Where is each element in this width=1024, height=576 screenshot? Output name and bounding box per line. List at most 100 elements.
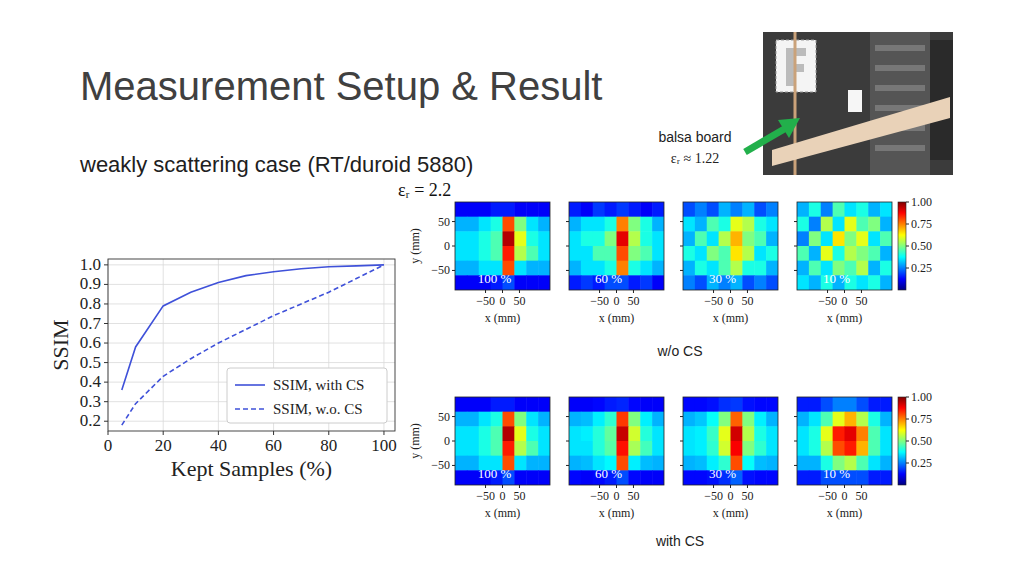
tick-label: 50 — [855, 489, 867, 503]
heat-cell — [821, 231, 833, 246]
heat-cell — [569, 246, 581, 261]
heat-cell — [833, 246, 845, 261]
heat-cell — [880, 231, 892, 246]
heat-cell — [797, 412, 809, 427]
heat-cell — [754, 275, 766, 290]
heat-cell — [833, 441, 845, 456]
heat-cell — [821, 246, 833, 261]
heat-cell — [617, 231, 629, 246]
tick — [566, 270, 569, 271]
tick — [104, 264, 108, 265]
heat-cell — [809, 441, 821, 456]
heat-cell — [833, 202, 845, 217]
heat-cell — [526, 456, 538, 471]
tick-label: 50 — [741, 489, 753, 503]
heat-cell — [652, 412, 664, 427]
heat-cell — [766, 275, 778, 290]
cells — [683, 202, 778, 290]
tick-label: 0.3 — [80, 392, 101, 411]
tick — [383, 431, 384, 435]
heat-cell — [526, 397, 538, 412]
heat-cell — [538, 246, 550, 261]
heat-cell — [514, 441, 526, 456]
cells — [455, 397, 550, 485]
heat-cell — [605, 397, 617, 412]
tick — [747, 485, 748, 488]
heat-cell — [605, 426, 617, 441]
heat-cell — [809, 231, 821, 246]
heat-cell — [491, 397, 503, 412]
heat-cell — [719, 397, 731, 412]
heat-cell — [880, 217, 892, 232]
tick — [104, 362, 108, 363]
heat-cell — [479, 217, 491, 232]
tick-label: −50 — [431, 263, 450, 277]
heat-cell — [640, 231, 652, 246]
tick — [616, 290, 617, 293]
heat-cell — [479, 231, 491, 246]
heat-cell — [455, 202, 467, 217]
heat-cell — [581, 246, 593, 261]
tick — [104, 323, 108, 324]
heat-cell — [617, 412, 629, 427]
heat-cell — [514, 231, 526, 246]
colorbar-tick — [906, 419, 909, 420]
heat-cell — [766, 217, 778, 232]
heat-cell — [569, 397, 581, 412]
heat-cell — [880, 441, 892, 456]
heat-cell — [514, 412, 526, 427]
tick-label: 60 — [265, 436, 282, 455]
heat-cell — [797, 246, 809, 261]
tick — [104, 382, 108, 383]
tick-label: −50 — [590, 489, 609, 503]
heat-cell — [569, 412, 581, 427]
heat-cell — [514, 261, 526, 276]
heat-cell — [845, 426, 857, 441]
heat-cell — [719, 412, 731, 427]
slide-subtitle: weakly scattering case (RT/duroid 5880) — [79, 152, 473, 177]
heat-cell — [467, 217, 479, 232]
cells — [569, 202, 664, 290]
tick-label: 50 — [627, 489, 639, 503]
heat-cell — [754, 202, 766, 217]
heat-cell — [479, 426, 491, 441]
heat-cell — [455, 397, 467, 412]
heat-cell — [538, 412, 550, 427]
heat-cell — [754, 231, 766, 246]
tick — [104, 284, 108, 285]
heat-cell — [569, 456, 581, 471]
y-label: y (mm) — [408, 228, 422, 264]
heat-cell — [538, 426, 550, 441]
legend: SSIM, with CSSSIM, w.o. CS — [227, 368, 387, 423]
heat-cell — [821, 412, 833, 427]
tick — [519, 290, 520, 293]
heat-cell — [526, 246, 538, 261]
legend-swatch — [235, 408, 265, 410]
heat-cell — [731, 246, 743, 261]
heat-cell — [683, 231, 695, 246]
tick — [485, 290, 486, 293]
heat-cell — [605, 246, 617, 261]
colorbar — [898, 202, 906, 290]
heat-cell — [538, 202, 550, 217]
photo — [763, 32, 953, 175]
plot-area — [108, 259, 395, 431]
heat-cell — [754, 412, 766, 427]
heat-cell — [683, 412, 695, 427]
colorbar-label: 0.75 — [911, 217, 932, 231]
heat-cell — [766, 470, 778, 485]
heat-cell — [455, 456, 467, 471]
slide-title: Measurement Setup & Result — [80, 64, 602, 108]
heat-cell — [880, 202, 892, 217]
heat-cell — [455, 441, 467, 456]
heat-cell — [503, 397, 515, 412]
photo-bg — [763, 32, 953, 175]
heat-cell — [455, 275, 467, 290]
panel-label: 100 % — [478, 466, 512, 481]
heat-cell — [491, 246, 503, 261]
heat-cell — [766, 441, 778, 456]
heat-cell — [683, 456, 695, 471]
tick-label: 0.5 — [80, 353, 101, 372]
heatmap: 100 %−50050−50050x (mm)y (mm) — [408, 202, 551, 325]
heat-cell — [821, 441, 833, 456]
